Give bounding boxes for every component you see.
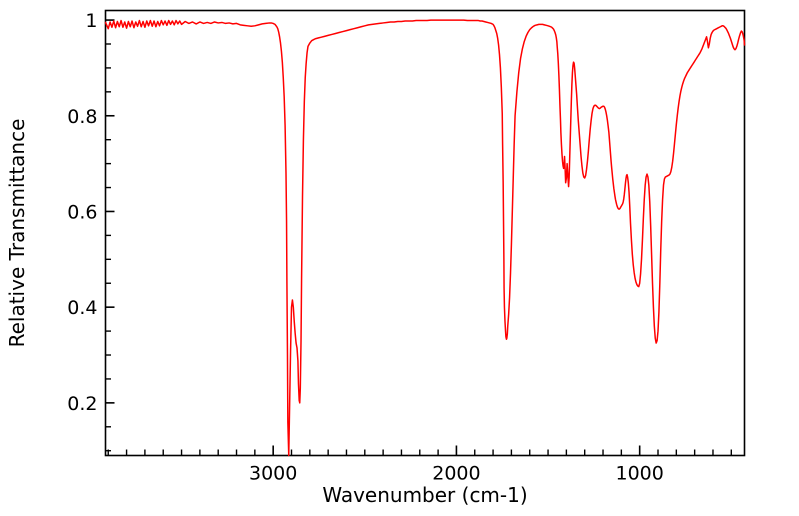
x-axis-ticks: [107, 445, 733, 456]
x-tick-label: 2000: [432, 463, 480, 485]
x-tick-label: 1000: [616, 463, 664, 485]
y-tick-label: 0.4: [67, 297, 97, 319]
spectrum-line: [104, 19, 746, 457]
data-series-group: [104, 19, 746, 457]
x-axis-tick-labels: 3000 2000 1000: [249, 463, 664, 485]
y-axis-title: Relative Transmittance: [5, 119, 29, 348]
y-axis-ticks: [105, 19, 115, 452]
x-tick-label: 3000: [249, 463, 297, 485]
y-axis-tick-labels: 0.2 0.4 0.6 0.8 1: [67, 10, 97, 415]
plot-frame: [104, 9, 746, 457]
y-tick-label: 0.6: [67, 201, 97, 223]
y-tick-label: 0.8: [67, 106, 97, 128]
y-tick-label: 1: [85, 10, 97, 32]
y-tick-label: 0.2: [67, 393, 97, 415]
x-axis-title: Wavenumber (cm-1): [322, 483, 527, 507]
